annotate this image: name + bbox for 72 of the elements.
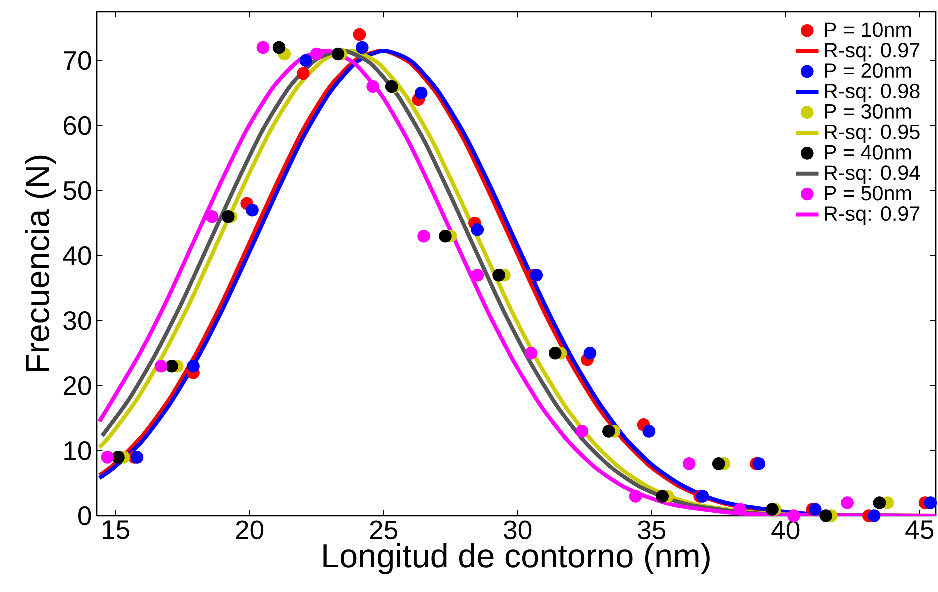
point (414, 86, 428, 100)
y-tick-label: 30 (64, 311, 92, 330)
y-tick-label: 10 (64, 442, 92, 460)
point (576, 425, 589, 438)
point (246, 204, 259, 217)
legend-label: P = 50nm (825, 186, 912, 201)
legend-label: P = 10nm (825, 22, 912, 38)
x-tick-label: 15 (102, 520, 130, 540)
point (272, 41, 286, 54)
point (584, 347, 597, 360)
legend-label: P = 40nm (825, 145, 912, 160)
point (256, 41, 270, 54)
legend-label: P = 30nm (825, 104, 912, 119)
x-axis-title: Longitud de contorno (nm) (324, 543, 710, 574)
legend-label: R-sq: 0.98 (825, 84, 920, 103)
point (712, 458, 726, 470)
point (820, 510, 832, 522)
y-tick-label: 0 (78, 506, 92, 526)
point (873, 496, 886, 510)
point (112, 451, 125, 464)
legend-label: R-sq: 0.94 (825, 166, 920, 184)
point (656, 490, 669, 503)
point (166, 360, 178, 373)
legend-label: R-sq: 0.97 (825, 206, 920, 226)
point (356, 41, 369, 54)
legend-label: R-sq: 0.97 (825, 43, 920, 62)
point (548, 347, 562, 360)
point (766, 503, 779, 516)
point (332, 48, 345, 61)
point (187, 360, 200, 373)
point (696, 490, 710, 503)
x-tick-label: 40 (772, 520, 800, 540)
point (471, 223, 484, 236)
point (602, 425, 616, 438)
point (297, 67, 310, 80)
point (682, 458, 696, 470)
point (366, 80, 380, 94)
point (300, 54, 312, 68)
point (841, 496, 854, 510)
point (418, 230, 430, 243)
point (130, 451, 144, 464)
y-axis-title: Frecuencia (N) (25, 156, 56, 372)
point (808, 503, 822, 516)
point (629, 490, 642, 503)
x-tick-label: 35 (638, 520, 666, 540)
point (385, 80, 398, 94)
legend-label: R-sq: 0.95 (825, 124, 920, 144)
point (310, 48, 324, 61)
y-tick-label: 20 (64, 376, 92, 396)
point (471, 268, 484, 282)
y-tick-label: 50 (64, 181, 92, 200)
point (154, 360, 168, 373)
y-tick-label: 60 (64, 116, 92, 136)
point (439, 230, 452, 243)
point (734, 503, 747, 516)
x-tick-label: 45 (906, 520, 934, 540)
x-tick-label: 20 (236, 520, 264, 540)
point (206, 210, 219, 224)
point (101, 451, 114, 464)
point (492, 268, 506, 282)
legend-label: P = 20nm (825, 63, 912, 78)
x-tick-label: 30 (504, 520, 532, 540)
point (524, 347, 538, 360)
point (530, 268, 544, 282)
point (642, 425, 656, 438)
point (752, 458, 766, 470)
point (222, 210, 235, 224)
y-tick-label: 70 (64, 51, 92, 70)
x-tick-label: 25 (370, 520, 398, 540)
point (868, 510, 881, 522)
point (353, 28, 366, 42)
y-tick-label: 40 (63, 246, 92, 266)
